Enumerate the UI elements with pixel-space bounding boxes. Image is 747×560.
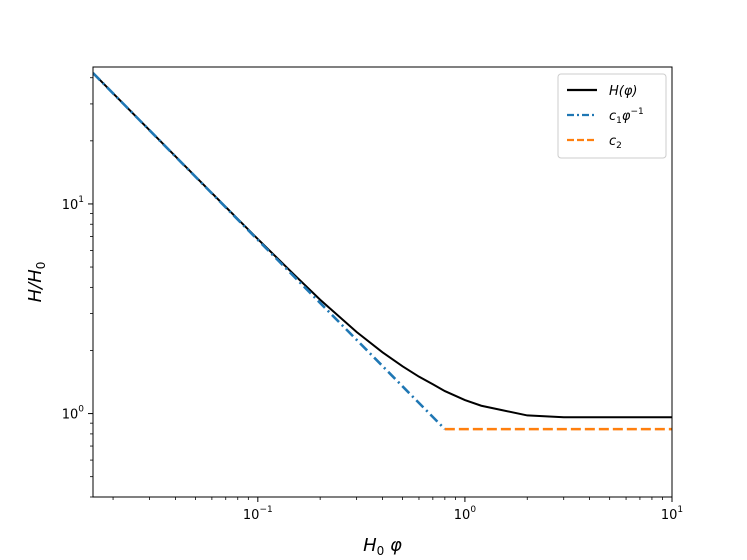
y-tick-exponent: 1 bbox=[78, 195, 84, 205]
x-tick-exponent: −1 bbox=[259, 505, 272, 515]
x-tick-label-1: 100 bbox=[454, 505, 477, 523]
y-axis-label: H/H0 bbox=[25, 262, 48, 303]
x-tick-exponent: 0 bbox=[470, 505, 476, 515]
legend-label-mid: φ bbox=[622, 109, 631, 124]
y-tick-exponent: 0 bbox=[78, 405, 84, 415]
legend-label-sub: 2 bbox=[616, 141, 622, 151]
y-tick-mantissa: 10 bbox=[62, 408, 79, 423]
y-tick-label-1: 101 bbox=[62, 195, 84, 213]
x-tick-label-0: 10−1 bbox=[243, 505, 273, 523]
legend-label-base: H(φ) bbox=[609, 84, 638, 99]
x-tick-mantissa: 10 bbox=[243, 508, 260, 523]
x-tick-label-2: 101 bbox=[661, 505, 683, 523]
legend-label-1: c1φ−1 bbox=[609, 107, 644, 126]
legend-label-0: H(φ) bbox=[609, 84, 638, 99]
x-axis-label: H0 φ bbox=[363, 535, 402, 558]
x-tick-mantissa: 10 bbox=[454, 508, 471, 523]
y-tick-label-0: 100 bbox=[62, 405, 85, 423]
series-layer bbox=[93, 72, 672, 431]
legend-label-base: c bbox=[609, 134, 616, 149]
x-tick-mantissa: 10 bbox=[661, 508, 678, 523]
x-axis-label-tail: φ bbox=[384, 535, 402, 556]
legend-label-sub: 1 bbox=[616, 116, 622, 126]
legend-label-base: c bbox=[609, 109, 616, 124]
y-tick-mantissa: 10 bbox=[62, 198, 79, 213]
legend: H(φ)c1φ−1c2 bbox=[557, 73, 667, 159]
y-axis-label-sub: 0 bbox=[34, 262, 48, 270]
series-line-1 bbox=[93, 72, 446, 431]
x-axis-label-base: H bbox=[363, 535, 377, 556]
y-axis-label-base: H/H bbox=[25, 269, 46, 303]
legend-box bbox=[557, 73, 667, 159]
x-tick-exponent: 1 bbox=[677, 505, 683, 515]
legend-label-sup: −1 bbox=[630, 107, 643, 117]
x-axis-label-sub: 0 bbox=[377, 544, 385, 558]
legend-label-2: c2 bbox=[609, 134, 622, 151]
